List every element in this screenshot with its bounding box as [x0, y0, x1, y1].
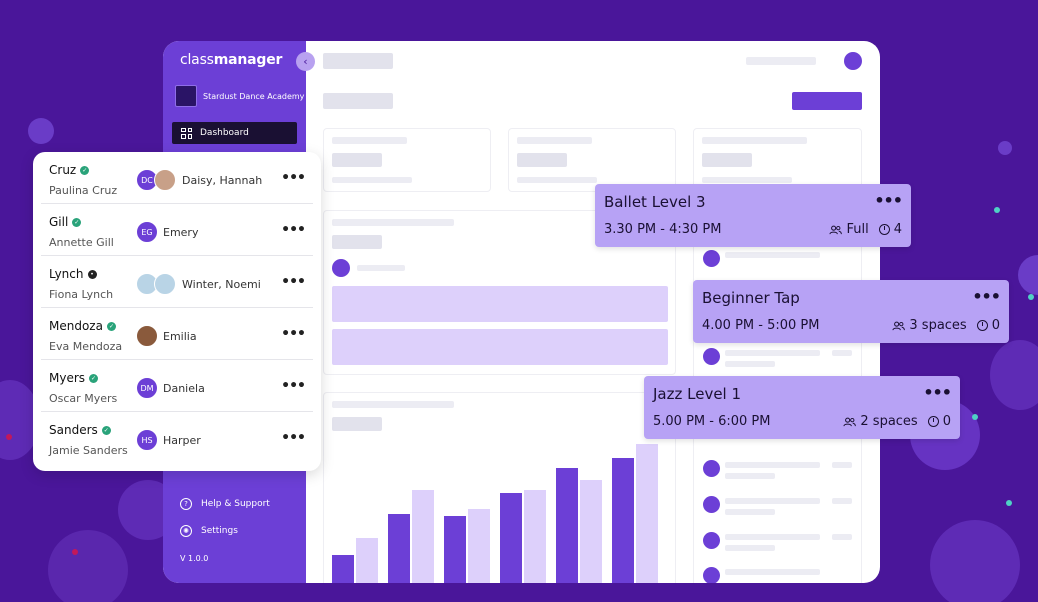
sidebar-item-label: Dashboard	[200, 128, 249, 138]
dashboard-icon	[181, 127, 192, 139]
parent-name: Jamie Sanders	[49, 444, 128, 457]
parent-name: Fiona Lynch	[49, 288, 114, 301]
app-logo: classmanager	[180, 52, 283, 68]
avatar: HS	[136, 429, 158, 451]
people-icon	[892, 321, 906, 330]
more-options-icon[interactable]: •••	[281, 274, 306, 290]
primary-action-button[interactable]	[792, 92, 862, 110]
family-name: Gill	[49, 215, 69, 229]
parent-name: Paulina Cruz	[49, 184, 118, 197]
stat-card	[508, 128, 676, 192]
avatar	[154, 169, 176, 191]
class-waitlist: 0	[991, 318, 1000, 333]
activity-card	[323, 210, 676, 375]
children-names: Emery	[163, 226, 199, 239]
more-options-icon[interactable]: •••	[972, 287, 1001, 306]
section-title-placeholder	[323, 93, 393, 109]
sidebar-item-settings[interactable]: ✺ Settings	[180, 525, 238, 537]
children-names: Harper	[163, 434, 201, 447]
people-icon	[829, 225, 843, 234]
gear-icon: ✺	[180, 525, 192, 537]
more-options-icon[interactable]: •••	[281, 222, 306, 238]
class-card[interactable]: Jazz Level 1 ••• 5.00 PM - 6:00 PM 2 spa…	[644, 376, 960, 439]
children-names: Daniela	[163, 382, 205, 395]
family-name: Lynch	[49, 267, 84, 281]
pending-icon: •	[87, 269, 97, 279]
sidebar-item-dashboard[interactable]: Dashboard	[172, 122, 297, 144]
verified-icon: ✓	[101, 425, 111, 435]
avatar	[136, 325, 158, 347]
list-item[interactable]: Sanders ✓ Jamie Sanders HS Harper •••	[41, 412, 313, 464]
clock-icon	[976, 320, 988, 331]
app-version: V 1.0.0	[180, 554, 209, 563]
people-icon	[843, 417, 857, 426]
class-spaces: 2 spaces	[860, 414, 918, 429]
app-window: classmanager Stardust Dance Academy Dash…	[163, 41, 880, 583]
class-card[interactable]: Ballet Level 3 ••• 3.30 PM - 4:30 PM Ful…	[595, 184, 911, 247]
avatar[interactable]	[844, 52, 862, 70]
parent-name: Oscar Myers	[49, 392, 118, 405]
list-item[interactable]: Cruz ✓ Paulina Cruz DC Daisy, Hannah •••	[41, 152, 313, 204]
more-options-icon[interactable]: •••	[874, 191, 903, 210]
help-icon: ?	[180, 498, 192, 510]
verified-icon: ✓	[72, 217, 82, 227]
more-options-icon[interactable]: •••	[281, 170, 306, 186]
verified-icon: ✓	[80, 165, 90, 175]
class-spaces: Full	[846, 222, 869, 237]
class-waitlist: 0	[942, 414, 951, 429]
class-time: 5.00 PM - 6:00 PM	[653, 414, 771, 429]
class-card[interactable]: Beginner Tap ••• 4.00 PM - 5:00 PM 3 spa…	[693, 280, 1009, 343]
verified-icon: ✓	[89, 373, 99, 383]
list-item[interactable]: Gill ✓ Annette Gill EG Emery •••	[41, 204, 313, 256]
verified-icon: ✓	[106, 321, 116, 331]
children-names: Winter, Noemi	[182, 278, 261, 291]
page-title-placeholder	[323, 53, 393, 69]
more-options-icon[interactable]: •••	[281, 326, 306, 342]
list-item[interactable]: Lynch • Fiona Lynch Winter, Noemi •••	[41, 256, 313, 308]
class-name: Ballet Level 3	[604, 193, 706, 211]
family-list-card: Cruz ✓ Paulina Cruz DC Daisy, Hannah ••• …	[33, 152, 321, 471]
user-name-placeholder	[746, 57, 816, 65]
academy-switcher[interactable]: Stardust Dance Academy	[175, 85, 304, 107]
family-name: Sanders	[49, 423, 98, 437]
more-options-icon[interactable]: •••	[923, 383, 952, 402]
class-name: Beginner Tap	[702, 289, 800, 307]
class-waitlist: 4	[893, 222, 902, 237]
class-time: 3.30 PM - 4:30 PM	[604, 222, 722, 237]
enrolment-chart-card	[323, 392, 676, 583]
avatar	[154, 273, 176, 295]
parent-name: Eva Mendoza	[49, 340, 123, 353]
clock-icon	[878, 224, 890, 235]
more-options-icon[interactable]: •••	[281, 378, 306, 394]
sidebar-item-help[interactable]: ? Help & Support	[180, 498, 270, 510]
academy-name: Stardust Dance Academy	[203, 91, 305, 101]
clock-icon	[927, 416, 939, 427]
class-name: Jazz Level 1	[653, 385, 742, 403]
stat-card	[323, 128, 491, 192]
class-spaces: 3 spaces	[909, 318, 967, 333]
family-name: Myers	[49, 371, 86, 385]
sidebar-item-label: Help & Support	[201, 499, 270, 509]
family-name: Cruz	[49, 163, 77, 177]
parent-name: Annette Gill	[49, 236, 114, 249]
list-item[interactable]: Myers ✓ Oscar Myers DM Daniela •••	[41, 360, 313, 412]
collapse-sidebar-button[interactable]: ‹	[296, 52, 315, 71]
sidebar-item-label: Settings	[201, 526, 238, 536]
avatar: DM	[136, 377, 158, 399]
avatar: EG	[136, 221, 158, 243]
children-names: Emilia	[163, 330, 197, 343]
bar-chart	[332, 433, 672, 583]
children-names: Daisy, Hannah	[182, 174, 263, 187]
list-item[interactable]: Mendoza ✓ Eva Mendoza Emilia •••	[41, 308, 313, 360]
academy-logo	[175, 85, 197, 107]
more-options-icon[interactable]: •••	[281, 430, 306, 446]
family-name: Mendoza	[49, 319, 103, 333]
class-time: 4.00 PM - 5:00 PM	[702, 318, 820, 333]
